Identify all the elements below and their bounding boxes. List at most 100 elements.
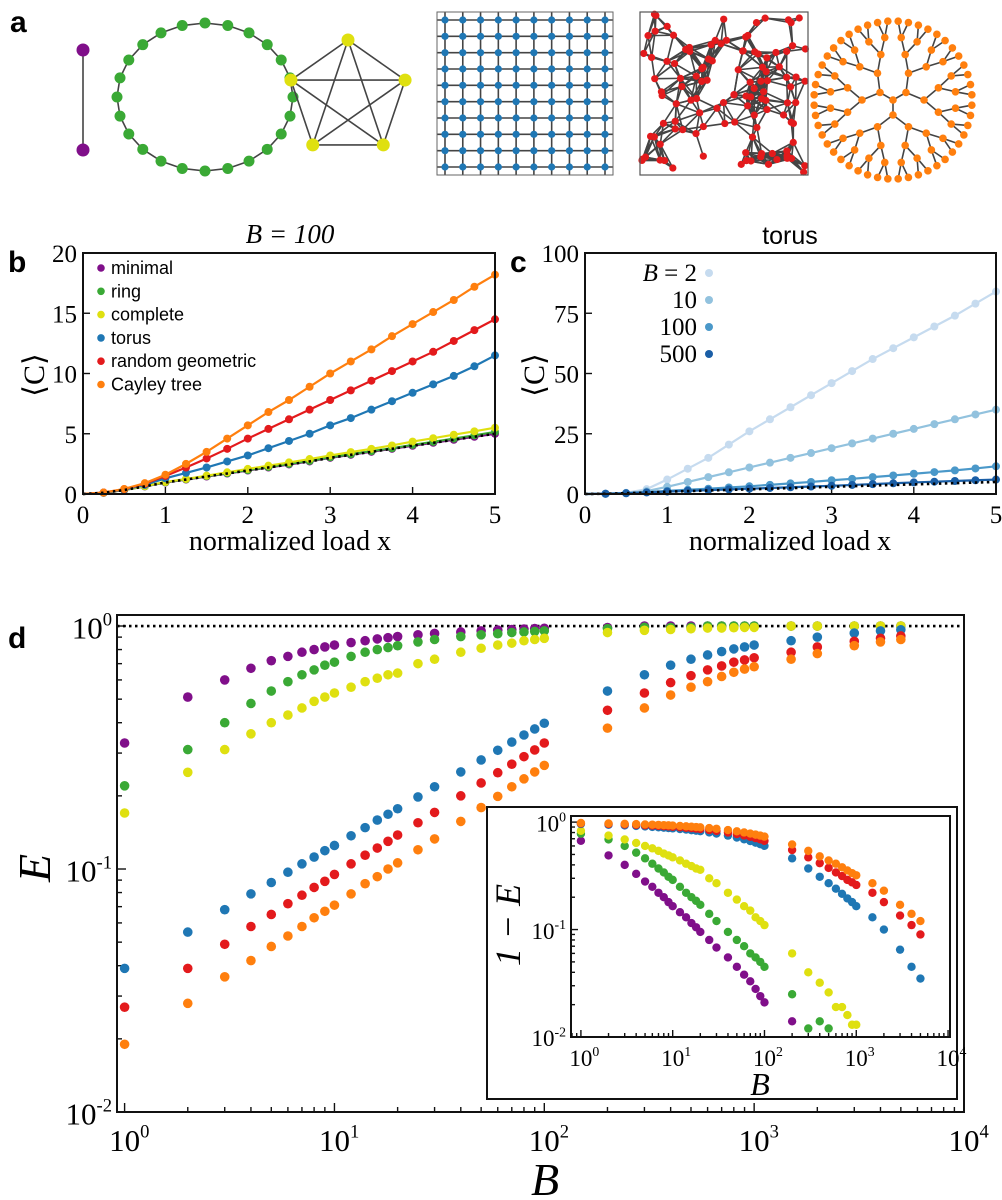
y-tick-label: 0: [65, 482, 78, 509]
node: [565, 130, 574, 138]
data-point: [297, 703, 307, 713]
node: [659, 119, 668, 127]
node: [663, 22, 671, 30]
data-point: [868, 434, 877, 443]
data-point: [639, 703, 650, 713]
data-point: [930, 477, 939, 486]
data-point: [429, 781, 440, 792]
series-torus: [119, 624, 906, 974]
node: [459, 49, 467, 57]
data-point: [326, 369, 335, 378]
data-point: [648, 820, 657, 829]
node: [845, 30, 853, 39]
data-point: [745, 427, 754, 436]
data-point: [716, 646, 727, 657]
data-point: [668, 853, 677, 862]
data-point: [383, 642, 393, 653]
node: [548, 65, 556, 73]
node: [818, 131, 826, 139]
data-point: [907, 909, 916, 919]
node: [922, 129, 931, 138]
tick-exponent: 0: [592, 1044, 599, 1059]
node: [773, 155, 781, 164]
node: [877, 50, 885, 59]
data-point: [367, 405, 376, 414]
edge: [765, 17, 789, 21]
node: [858, 96, 866, 104]
data-point: [879, 925, 889, 934]
data-point: [429, 347, 438, 356]
data-point: [843, 1010, 852, 1020]
node: [565, 16, 574, 24]
data-point: [716, 661, 727, 671]
series-line: [584, 290, 997, 496]
legend-value: = 2: [658, 260, 697, 287]
node: [243, 27, 255, 39]
node: [830, 72, 839, 80]
node: [854, 167, 862, 175]
data-point: [604, 851, 613, 860]
x-tick-label: 4: [908, 502, 921, 529]
data-point: [831, 859, 841, 868]
data-point: [243, 421, 252, 430]
data-point: [807, 449, 816, 458]
data-point: [639, 688, 650, 698]
node: [823, 52, 832, 60]
node: [927, 46, 936, 54]
node: [884, 175, 892, 183]
series-cayley-tree: [119, 634, 906, 1050]
node: [787, 118, 795, 126]
data-point: [702, 665, 713, 675]
node: [671, 125, 679, 133]
data-point: [815, 1017, 824, 1026]
node: [747, 93, 755, 101]
axes-background: [571, 816, 950, 1037]
edge: [792, 142, 806, 167]
data-point: [787, 949, 797, 958]
inset-xlabel: B: [750, 1066, 770, 1102]
data-point: [182, 459, 190, 468]
node: [855, 129, 864, 138]
data-point: [182, 998, 193, 1009]
data-point: [760, 832, 769, 841]
edge: [760, 66, 780, 82]
data-point: [429, 634, 440, 645]
data-point: [950, 415, 959, 424]
data-point: [827, 476, 836, 485]
node: [548, 130, 556, 138]
data-point: [219, 744, 230, 755]
node: [941, 36, 949, 45]
data-point: [896, 634, 906, 645]
data-point: [831, 884, 841, 893]
data-point: [476, 778, 486, 788]
data-point: [724, 485, 733, 494]
tick-base: 50: [554, 362, 579, 389]
panel-label-c: c: [510, 246, 527, 279]
tick-exponent: -1: [555, 917, 567, 932]
series-cayley-tree: [576, 818, 925, 926]
data-point: [285, 436, 293, 445]
y-tick-label: 10-1: [66, 852, 113, 888]
data-point: [246, 921, 256, 932]
data-point: [383, 809, 393, 820]
node: [762, 96, 770, 104]
legend-label: 100: [660, 314, 698, 341]
data-point: [704, 453, 713, 462]
node: [459, 130, 467, 138]
edge: [742, 50, 764, 68]
node: [114, 110, 126, 122]
data-point: [831, 868, 841, 877]
data-point: [665, 677, 676, 688]
data-point: [640, 820, 650, 829]
legend-label: 500: [660, 341, 698, 368]
tick-exponent: 2: [776, 1044, 783, 1059]
node: [939, 57, 947, 66]
node: [810, 91, 818, 99]
node: [764, 160, 773, 168]
node: [476, 65, 485, 73]
node: [441, 130, 449, 138]
node: [601, 16, 609, 24]
data-point: [429, 654, 440, 665]
series-complete: [119, 621, 906, 818]
